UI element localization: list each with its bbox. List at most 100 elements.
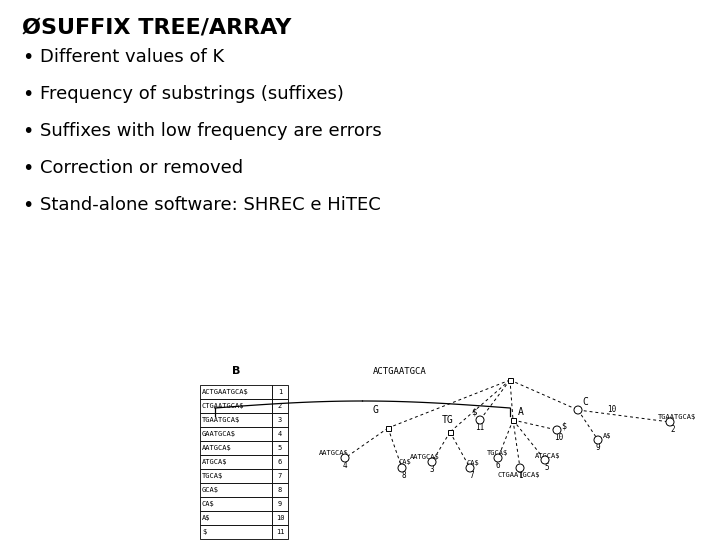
Bar: [510, 417, 516, 422]
Circle shape: [476, 416, 484, 424]
Text: Different values of K: Different values of K: [40, 48, 224, 66]
Bar: [272, 455, 288, 469]
Bar: [272, 399, 288, 413]
Text: •: •: [22, 122, 33, 141]
Circle shape: [666, 418, 674, 426]
Text: •: •: [22, 196, 33, 215]
Text: 3: 3: [278, 417, 282, 423]
Text: 10: 10: [608, 406, 616, 415]
Bar: [200, 511, 272, 525]
Bar: [200, 441, 272, 455]
Circle shape: [541, 456, 549, 464]
Text: TGCA$: TGCA$: [202, 473, 223, 479]
Text: CA$: CA$: [467, 460, 480, 466]
Text: •: •: [22, 159, 33, 178]
Text: CTGAATGCA$: CTGAATGCA$: [498, 472, 540, 478]
Text: A$: A$: [202, 515, 210, 521]
Text: 5: 5: [545, 463, 549, 472]
Text: CTGAATGCA$: CTGAATGCA$: [202, 403, 245, 409]
Bar: [200, 413, 272, 427]
Text: GCA$: GCA$: [202, 487, 219, 493]
Bar: [272, 441, 288, 455]
Text: TGAATGCA$: TGAATGCA$: [658, 414, 696, 420]
Text: CA$: CA$: [202, 501, 215, 507]
Text: Suffixes with low frequency are errors: Suffixes with low frequency are errors: [40, 122, 382, 140]
Text: 7: 7: [469, 471, 474, 481]
Text: 7: 7: [278, 473, 282, 479]
Text: TGCA$: TGCA$: [487, 450, 508, 456]
Bar: [200, 497, 272, 511]
Text: B: B: [232, 366, 240, 376]
Circle shape: [494, 454, 502, 462]
Bar: [272, 525, 288, 539]
Circle shape: [516, 464, 524, 472]
Text: C: C: [582, 397, 588, 407]
Text: 8: 8: [402, 471, 406, 481]
Bar: [508, 377, 513, 382]
Text: $: $: [472, 408, 477, 416]
Bar: [272, 469, 288, 483]
Bar: [272, 413, 288, 427]
Text: AATGCA$: AATGCA$: [410, 454, 440, 460]
Bar: [200, 399, 272, 413]
Text: •: •: [22, 85, 33, 104]
Text: 11: 11: [276, 529, 284, 535]
Text: ØSUFFIX TREE/ARRAY: ØSUFFIX TREE/ARRAY: [22, 18, 292, 38]
Text: 1: 1: [518, 471, 522, 481]
Text: 2: 2: [278, 403, 282, 409]
Circle shape: [428, 458, 436, 466]
Text: 6: 6: [495, 462, 500, 470]
Text: ACTGAATGCA: ACTGAATGCA: [373, 367, 427, 375]
Text: Stand-alone software: SHREC e HiTEC: Stand-alone software: SHREC e HiTEC: [40, 196, 381, 214]
Text: AATGCA$: AATGCA$: [202, 445, 232, 451]
Circle shape: [398, 464, 406, 472]
Circle shape: [574, 406, 582, 414]
Circle shape: [466, 464, 474, 472]
Circle shape: [594, 436, 602, 444]
Bar: [200, 385, 272, 399]
Circle shape: [553, 426, 561, 434]
Bar: [200, 427, 272, 441]
Text: 9: 9: [595, 443, 600, 453]
Text: $: $: [562, 422, 567, 430]
Bar: [272, 427, 288, 441]
Text: ATGCA$: ATGCA$: [202, 459, 228, 465]
Text: 4: 4: [343, 462, 347, 470]
Text: ACTGAATGCA$: ACTGAATGCA$: [202, 389, 248, 395]
Text: Frequency of substrings (suffixes): Frequency of substrings (suffixes): [40, 85, 344, 103]
Text: G: G: [372, 405, 378, 415]
Text: $: $: [202, 529, 206, 535]
Text: TGAATGCA$: TGAATGCA$: [202, 417, 240, 423]
Text: 4: 4: [278, 431, 282, 437]
Bar: [200, 469, 272, 483]
Bar: [200, 525, 272, 539]
Bar: [272, 385, 288, 399]
Bar: [200, 483, 272, 497]
Circle shape: [341, 454, 349, 462]
Bar: [448, 429, 452, 435]
Text: A: A: [518, 407, 524, 417]
Text: CA$: CA$: [399, 459, 411, 465]
Bar: [272, 511, 288, 525]
Text: 6: 6: [278, 459, 282, 465]
Text: 2: 2: [671, 426, 675, 435]
Text: •: •: [22, 48, 33, 67]
Text: 1: 1: [278, 389, 282, 395]
Text: 9: 9: [278, 501, 282, 507]
Bar: [200, 455, 272, 469]
Text: ATGCA$: ATGCA$: [535, 453, 561, 459]
Text: Correction or removed: Correction or removed: [40, 159, 243, 177]
Text: 8: 8: [278, 487, 282, 493]
Text: 3: 3: [430, 465, 434, 475]
Bar: [272, 497, 288, 511]
Text: 10: 10: [554, 434, 564, 442]
Text: A$: A$: [603, 433, 611, 439]
Text: 11: 11: [475, 423, 485, 433]
Text: 5: 5: [278, 445, 282, 451]
Text: TG: TG: [442, 415, 454, 425]
Bar: [272, 483, 288, 497]
Bar: [385, 426, 390, 430]
Text: 10: 10: [276, 515, 284, 521]
Text: GAATGCA$: GAATGCA$: [202, 431, 236, 437]
Text: AATGCA$: AATGCA$: [319, 450, 349, 456]
